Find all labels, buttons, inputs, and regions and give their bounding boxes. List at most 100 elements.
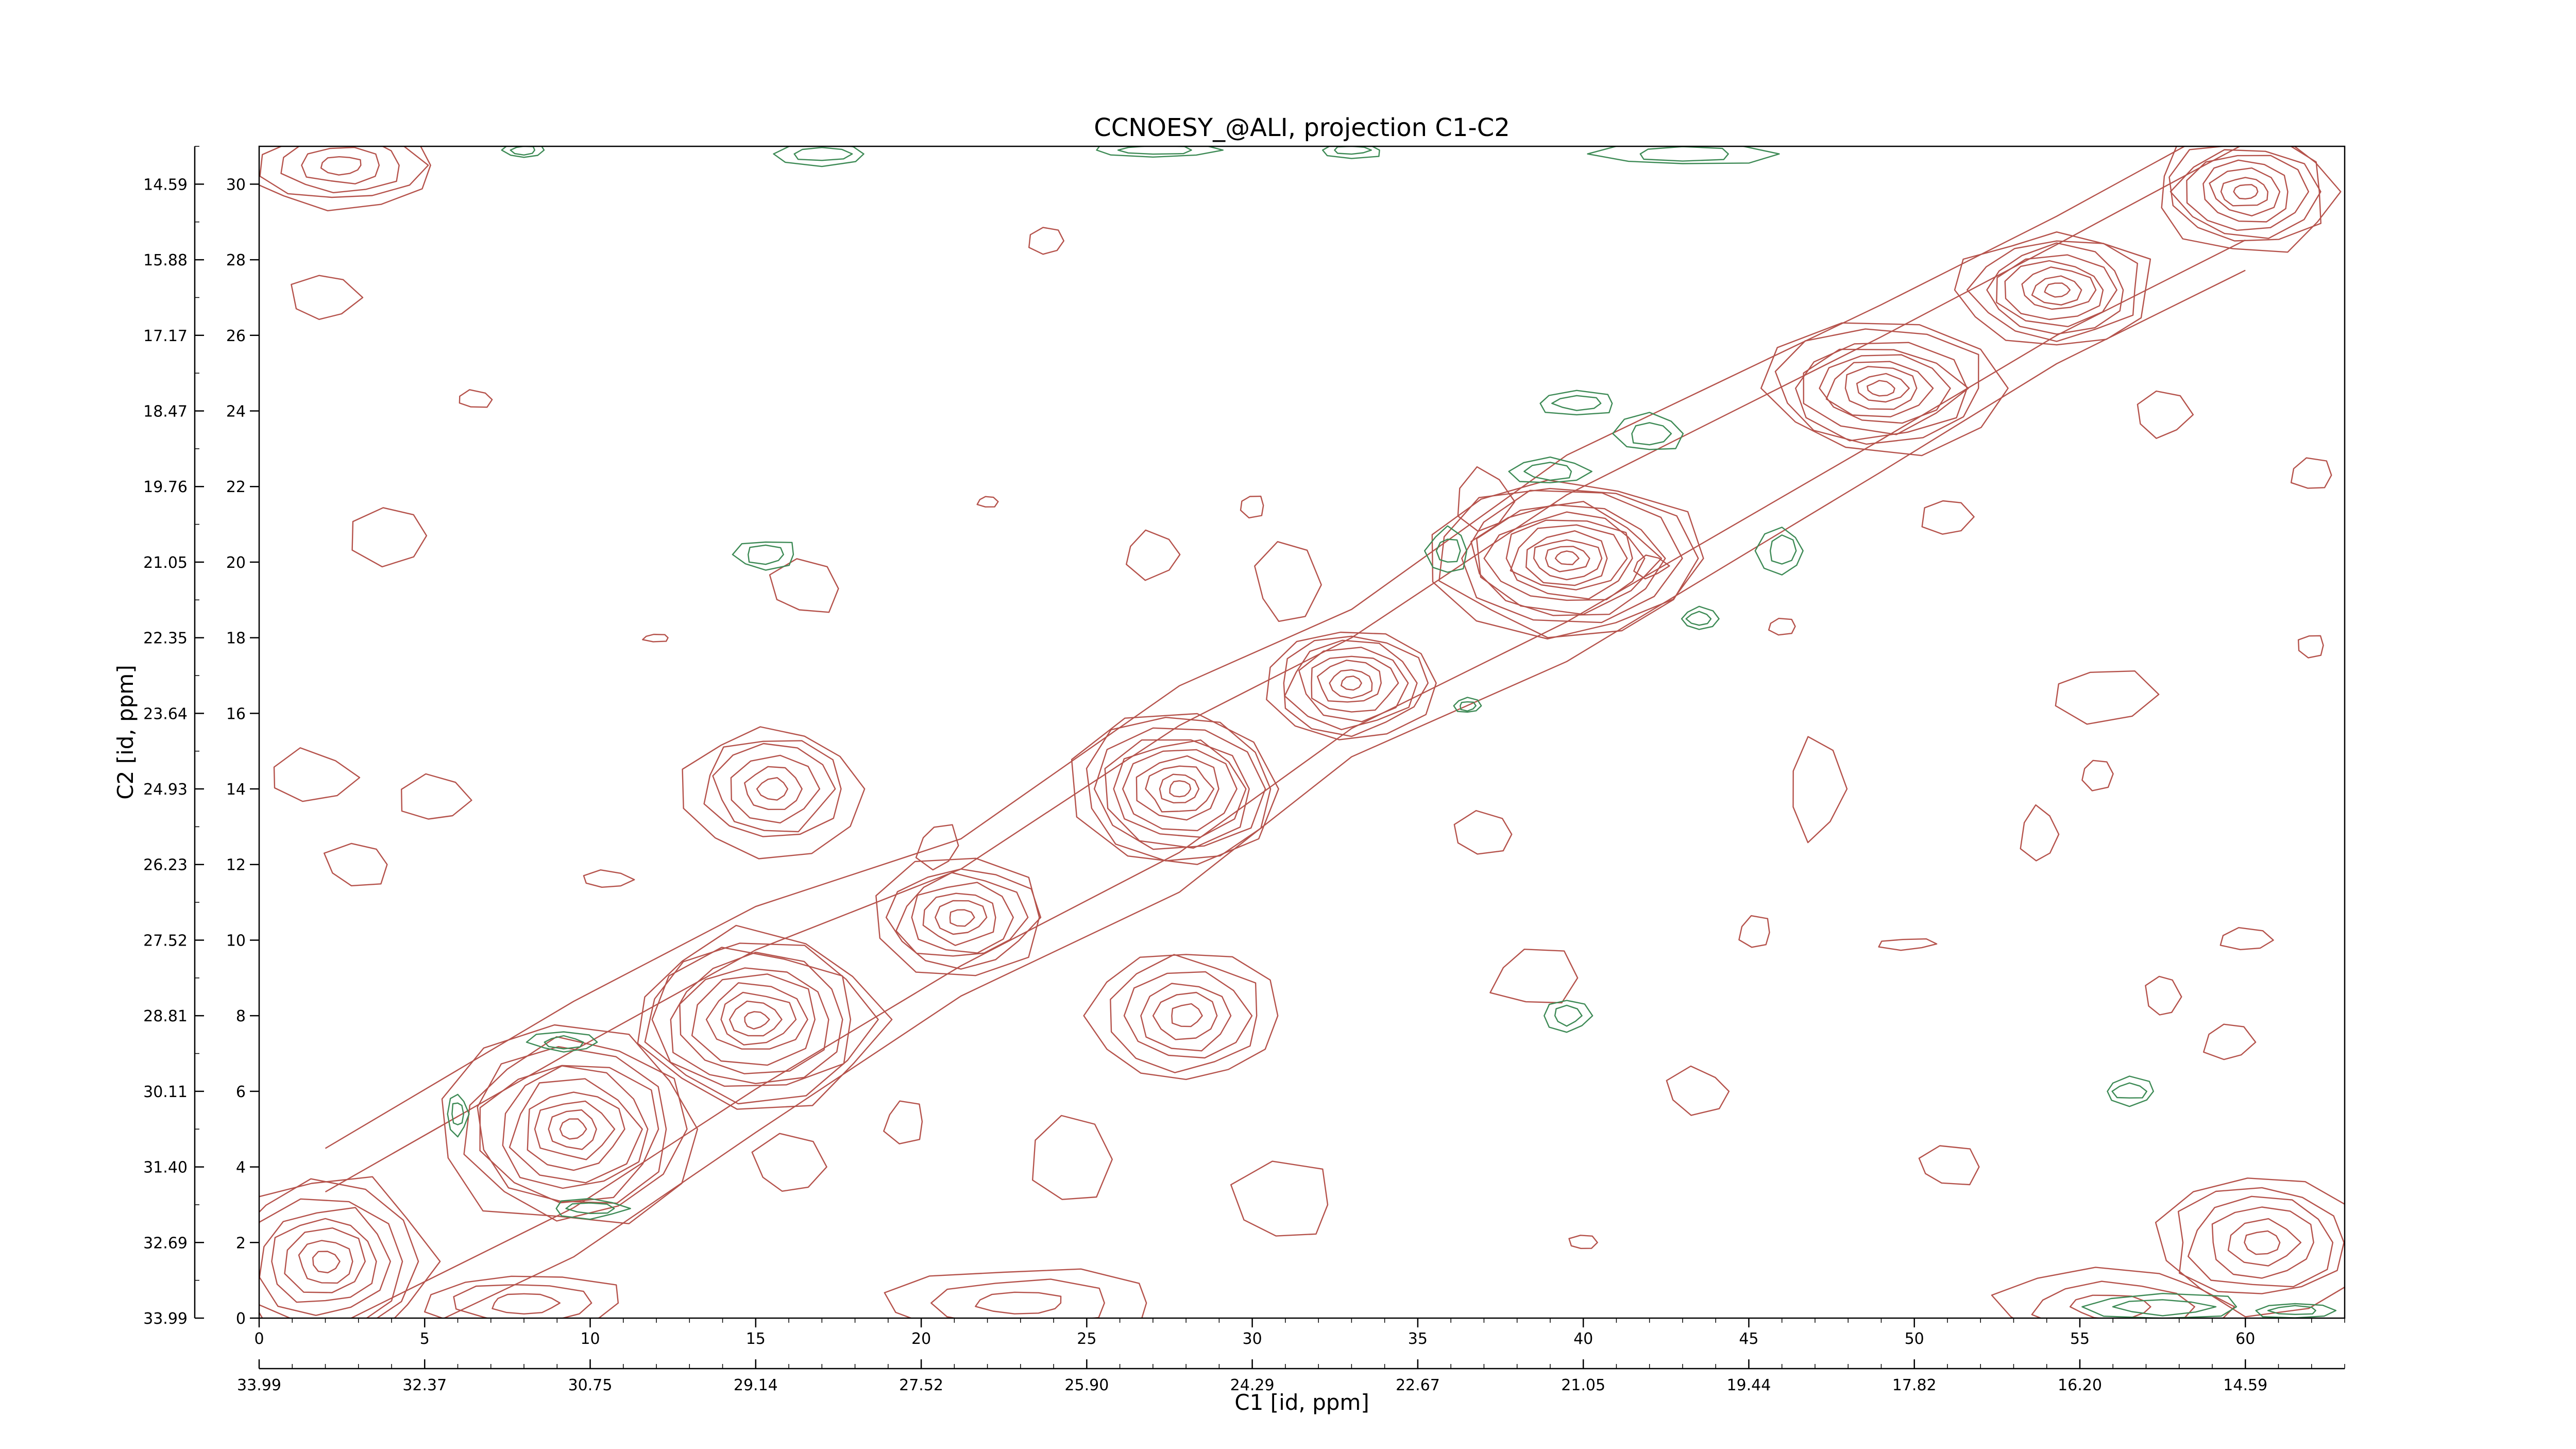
- diagonal-peak-contour: [651, 947, 852, 1087]
- x-index-tick-label: 5: [420, 1330, 430, 1348]
- negative-contour: [501, 146, 545, 158]
- cross-peak-contour: [492, 1293, 561, 1315]
- diagonal-peak-contour: [1476, 501, 1663, 615]
- y-ppm-tick-label: 23.64: [143, 705, 188, 723]
- noise-contour: [1230, 1160, 1329, 1237]
- cross-peak-contour: [259, 146, 429, 198]
- diagonal-peak-contour: [895, 872, 1029, 957]
- cross-peak-contour: [2227, 1218, 2302, 1267]
- diagonal-peak-contour: [259, 1176, 441, 1318]
- negative-contour: [1117, 146, 1192, 155]
- cross-peak-contour: [424, 1275, 619, 1318]
- diagonal-peak-contour: [705, 982, 808, 1050]
- noise-contour: [1921, 500, 1975, 535]
- negative-contour: [1769, 534, 1797, 565]
- noise-contour: [976, 496, 999, 508]
- diagonal-peak-contour: [1340, 675, 1362, 691]
- x-ppm-tick-label: 19.44: [1726, 1376, 1771, 1394]
- y-ppm-tick-label: 14.59: [143, 176, 188, 194]
- y-index-tick-label: 2: [236, 1234, 246, 1252]
- negative-contour: [1612, 412, 1684, 450]
- x-ppm-tick-label: 22.67: [1396, 1376, 1440, 1394]
- diagonal-peak-contour: [548, 1109, 597, 1150]
- negative-contour: [544, 1035, 584, 1050]
- noise-contour: [1666, 1065, 1730, 1116]
- y-index-tick-label: 16: [226, 705, 246, 723]
- noise-contour: [2203, 1023, 2257, 1060]
- diagonal-peak-contour: [259, 1198, 403, 1318]
- negative-contour: [747, 544, 784, 565]
- diagonal-peak-contour: [259, 1207, 391, 1316]
- diagonal-peak-contour: [1510, 524, 1628, 591]
- negative-contour: [1539, 390, 1613, 416]
- diagonal-peak-contour: [312, 1251, 341, 1274]
- diagonal-peak-contour: [463, 1036, 688, 1222]
- negative-contour: [2255, 1303, 2337, 1318]
- y-index-tick-label: 24: [226, 402, 246, 420]
- y-index-tick-label: 12: [226, 856, 246, 874]
- x-ppm-tick-label: 32.37: [402, 1376, 447, 1394]
- diagonal-peak-contour: [2233, 184, 2259, 200]
- cross-peak-contour: [2244, 1230, 2281, 1255]
- diagonal-peak-contour: [644, 942, 879, 1105]
- diagonal-peak-contour: [477, 1046, 667, 1204]
- y-axis-label: C2 [id, ppm]: [113, 665, 138, 799]
- diagonal-peak-contour: [527, 1091, 625, 1171]
- diagonal-peak-contour: [637, 924, 893, 1110]
- diagonal-peak-contour: [1819, 354, 1951, 424]
- x-index-tick-label: 60: [2235, 1330, 2255, 1348]
- x-ppm-tick-label: 14.59: [2223, 1376, 2267, 1394]
- noise-contour: [273, 747, 361, 802]
- diagonal-peak-contour: [1867, 380, 1895, 397]
- x-index-tick-label: 15: [746, 1330, 766, 1348]
- noise-contour: [2297, 635, 2324, 659]
- diagonal-peak-contour: [1533, 539, 1603, 581]
- diagonal-peak-contour: [1298, 646, 1409, 722]
- noise-contour: [1031, 1115, 1113, 1200]
- diagonal-peak-contour: [1159, 773, 1200, 804]
- x-ppm-tick-label: 16.20: [2058, 1376, 2102, 1394]
- cross-peak-contour: [2031, 1280, 2195, 1318]
- cross-peak-contour: [1110, 954, 1258, 1073]
- diagonal-peak-contour: [1461, 490, 1683, 624]
- cross-peak-contour: [756, 777, 789, 801]
- noise-contour: [2137, 390, 2194, 439]
- noise-contour: [1453, 810, 1513, 855]
- diagonal-peak-contour: [1431, 479, 1704, 640]
- diagonal-peak-contour: [1266, 631, 1437, 740]
- negative-contour: [1523, 462, 1572, 481]
- x-ppm-axis: 33.99 32.37 30.75 29.14 27.52 25.90 24.29 22.67…: [237, 1359, 2345, 1394]
- y-index-tick-label: 18: [226, 630, 246, 648]
- negative-contour: [1321, 146, 1380, 159]
- noise-contour: [2219, 926, 2274, 951]
- diagonal-peak-contour: [2021, 266, 2097, 310]
- diagonal-peak-contour: [259, 1178, 419, 1318]
- diagonal-peak-contour: [559, 1118, 587, 1140]
- y-ppm-tick-label: 32.69: [143, 1234, 188, 1252]
- noise-contour: [1489, 948, 1579, 1004]
- diagonal-peak-contour: [479, 1065, 659, 1204]
- noise-contour: [291, 275, 364, 320]
- negative-contour: [1096, 146, 1224, 158]
- diagonal-peak-contour: [1329, 669, 1373, 699]
- diagonal-peak-contour: [1794, 342, 1968, 442]
- x-ppm-tick-label: 24.29: [1230, 1376, 1275, 1394]
- y-index-tick-label: 30: [226, 176, 246, 194]
- y-index-tick-label: 8: [236, 1007, 246, 1025]
- diagonal-peak-contour: [679, 967, 829, 1074]
- y-ppm-tick-label: 19.76: [143, 478, 188, 496]
- negative-contour: [1459, 701, 1477, 712]
- y-index-tick-label: 4: [236, 1159, 246, 1177]
- noise-contour: [1768, 617, 1796, 636]
- negative-contour: [1334, 146, 1372, 155]
- diagonal-peak-contour: [271, 1218, 377, 1303]
- x-index-tick-label: 20: [911, 1330, 931, 1348]
- noise-contour: [1254, 541, 1322, 622]
- x-ppm-tick-label: 29.14: [734, 1376, 778, 1394]
- y-ppm-tick-label: 26.23: [143, 856, 188, 874]
- cross-peak-contour: [2155, 1177, 2345, 1318]
- x-ppm-tick-label: 17.82: [1892, 1376, 1937, 1394]
- negative-contour: [773, 146, 865, 167]
- negative-contour: [1631, 422, 1672, 446]
- diagonal-peak-contour: [875, 857, 1040, 976]
